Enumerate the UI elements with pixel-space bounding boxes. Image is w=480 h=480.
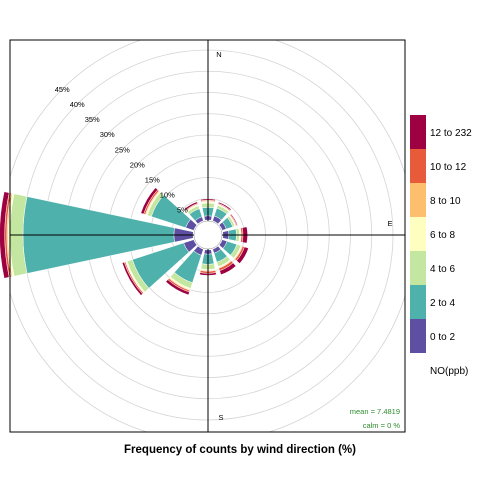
legend-swatch-3 — [410, 217, 426, 251]
ring-label-40: 40% — [70, 100, 85, 109]
wind-rose-segments — [0, 187, 249, 296]
compass-label-n: N — [216, 50, 221, 59]
segment-30-bin-6 — [217, 201, 232, 211]
legend-label-5: 10 to 12 — [430, 162, 467, 173]
legend-label-1: 2 to 4 — [430, 298, 455, 309]
compass-label-s: S — [218, 413, 223, 422]
legend-swatch-0 — [410, 319, 426, 353]
legend-swatch-4 — [410, 183, 426, 217]
legend-swatch-5 — [410, 149, 426, 183]
ring-label-35: 35% — [85, 115, 100, 124]
segment-210-bin-6 — [165, 279, 190, 296]
segment-270-bin-6 — [0, 191, 10, 279]
mean-stat: mean = 7.4819 — [350, 407, 400, 416]
ring-label-30: 30% — [100, 130, 115, 139]
legend-label-6: 12 to 232 — [430, 128, 472, 139]
segment-240-bin-6 — [121, 261, 143, 296]
legend-swatch-1 — [410, 285, 426, 319]
ring-label-15: 15% — [145, 175, 160, 184]
plot-border — [9, 39, 406, 433]
compass-label-e: E — [387, 219, 392, 228]
legend-label-0: 0 to 2 — [430, 332, 455, 343]
legend-label-4: 8 to 10 — [430, 196, 461, 207]
segment-330-bin-6 — [184, 201, 199, 211]
segment-120-bin-6 — [236, 246, 249, 264]
chart-title: Frequency of counts by wind direction (%… — [124, 444, 356, 456]
ring-labels: 5%10%15%20%25%30%35%40%45% — [55, 85, 188, 214]
segment-150-bin-6 — [219, 262, 237, 276]
ring-label-5: 5% — [177, 205, 188, 214]
ring-label-20: 20% — [130, 160, 145, 169]
legend-label-3: 6 to 8 — [430, 230, 455, 241]
calm-stat: calm = 0 % — [363, 421, 401, 430]
ring-label-10: 10% — [160, 190, 175, 199]
calm-center — [193, 220, 223, 250]
legend-label-2: 4 to 6 — [430, 264, 455, 275]
segment-60-bin-6 — [230, 213, 238, 226]
legend-title: NO(ppb) — [430, 366, 468, 377]
ring-label-45: 45% — [55, 85, 70, 94]
ring-label-25: 25% — [115, 145, 130, 154]
legend-swatch-6 — [410, 115, 426, 149]
segment-300-bin-6 — [140, 187, 159, 215]
legend-swatch-2 — [410, 251, 426, 285]
legend: 12 to 232 10 to 12 8 to 10 6 to 8 4 to 6 2 to… — [410, 115, 472, 353]
